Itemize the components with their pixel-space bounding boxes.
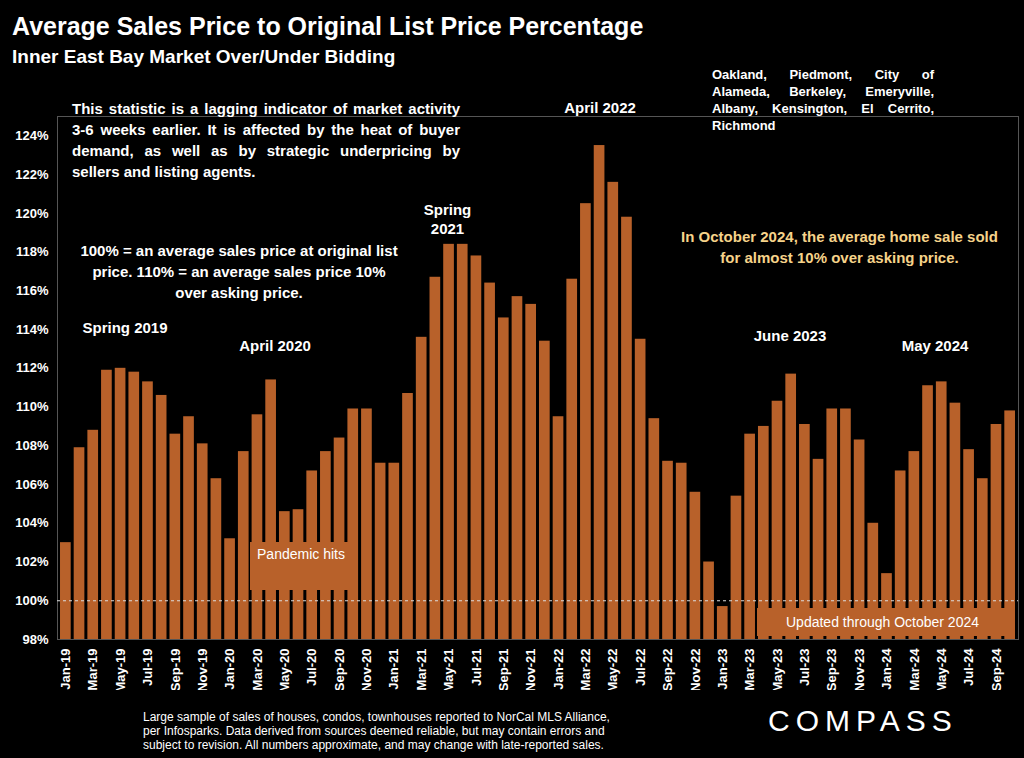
svg-text:Jul-21: Jul-21 bbox=[469, 649, 484, 687]
svg-text:98%: 98% bbox=[22, 632, 48, 647]
html-text:This statistic is a lagging in: This statistic is a lagging indicator of… bbox=[72, 100, 460, 180]
html-text:Inner East Bay Market Over/Und: Inner East Bay Market Over/Under Bidding bbox=[12, 46, 396, 67]
svg-text:100%: 100% bbox=[15, 593, 49, 608]
svg-text:Jul-23: Jul-23 bbox=[797, 649, 812, 687]
svg-text:Nov-20: Nov-20 bbox=[359, 649, 374, 691]
svg-text:May-24: May-24 bbox=[934, 648, 949, 690]
html-text:Spring 2021: Spring 2021 bbox=[423, 201, 472, 237]
html-text:Oakland, Piedmont, City of Ala: Oakland, Piedmont, City of Alameda, Berk… bbox=[712, 67, 934, 133]
svg-text:Jan-19: Jan-19 bbox=[58, 649, 73, 690]
svg-text:106%: 106% bbox=[15, 477, 49, 492]
svg-text:Jul-19: Jul-19 bbox=[140, 649, 155, 687]
svg-text:May-20: May-20 bbox=[277, 649, 292, 691]
svg-text:Jul-24: Jul-24 bbox=[961, 648, 976, 686]
svg-text:Sep-21: Sep-21 bbox=[496, 649, 511, 691]
svg-text:May-19: May-19 bbox=[113, 649, 128, 691]
svg-text:Jan-24: Jan-24 bbox=[879, 648, 894, 690]
svg-text:Mar-23: Mar-23 bbox=[742, 649, 757, 691]
svg-text:Nov-22: Nov-22 bbox=[688, 649, 703, 691]
svg-text:Jul-22: Jul-22 bbox=[633, 649, 648, 687]
svg-text:May-22: May-22 bbox=[605, 649, 620, 691]
svg-text:Nov-23: Nov-23 bbox=[852, 649, 867, 691]
svg-text:May-23: May-23 bbox=[770, 649, 785, 691]
html-text:Updated through October 2024: Updated through October 2024 bbox=[786, 614, 979, 630]
svg-text:116%: 116% bbox=[16, 283, 49, 298]
html-text:Average Sales Price to Origina: Average Sales Price to Original List Pri… bbox=[12, 12, 644, 40]
svg-text:Mar-20: Mar-20 bbox=[250, 649, 265, 691]
svg-text:Sep-20: Sep-20 bbox=[332, 649, 347, 691]
svg-text:Mar-21: Mar-21 bbox=[414, 649, 429, 691]
html-text:COMPASS: COMPASS bbox=[768, 704, 958, 737]
svg-text:124%: 124% bbox=[15, 128, 49, 143]
svg-text:104%: 104% bbox=[15, 515, 49, 530]
svg-text:Jul-20: Jul-20 bbox=[304, 649, 319, 687]
svg-text:Jan-22: Jan-22 bbox=[551, 649, 566, 690]
svg-text:Sep-24: Sep-24 bbox=[989, 648, 1004, 690]
html-text:June 2023: June 2023 bbox=[753, 327, 827, 344]
svg-text:Mar-24: Mar-24 bbox=[907, 648, 922, 690]
html-text:Pandemic hits: Pandemic hits bbox=[257, 546, 345, 562]
html-text:Spring 2019: Spring 2019 bbox=[82, 319, 168, 336]
svg-text:110%: 110% bbox=[16, 399, 49, 414]
svg-text:122%: 122% bbox=[15, 167, 49, 182]
svg-text:Sep-23: Sep-23 bbox=[824, 649, 839, 691]
svg-text:Sep-19: Sep-19 bbox=[167, 649, 182, 691]
svg-text:118%: 118% bbox=[16, 244, 49, 259]
svg-text:May-21: May-21 bbox=[441, 649, 456, 691]
svg-text:Mar-22: Mar-22 bbox=[578, 649, 593, 691]
svg-text:Mar-19: Mar-19 bbox=[85, 649, 100, 691]
html-text:Large sample of sales of house: Large sample of sales of houses, condos,… bbox=[143, 710, 610, 752]
svg-text:120%: 120% bbox=[15, 206, 49, 221]
html-text:100% = an average sales price: 100% = an average sales price at origina… bbox=[80, 242, 398, 301]
html-text:May 2024: May 2024 bbox=[901, 337, 969, 354]
svg-text:102%: 102% bbox=[15, 554, 49, 569]
html-text:April 2022: April 2022 bbox=[564, 99, 636, 116]
svg-text:Jan-23: Jan-23 bbox=[715, 649, 730, 690]
svg-text:Jan-21: Jan-21 bbox=[386, 649, 401, 690]
svg-text:Jan-20: Jan-20 bbox=[222, 649, 237, 690]
svg-text:Nov-21: Nov-21 bbox=[523, 649, 538, 691]
svg-text:108%: 108% bbox=[15, 438, 49, 453]
svg-text:Sep-22: Sep-22 bbox=[660, 649, 675, 691]
svg-text:112%: 112% bbox=[16, 360, 49, 375]
html-text:April 2020: April 2020 bbox=[239, 337, 311, 354]
svg-text:114%: 114% bbox=[16, 322, 49, 337]
html-text:In October 2024, the average h: In October 2024, the average home sale s… bbox=[681, 228, 998, 266]
svg-text:Nov-19: Nov-19 bbox=[195, 649, 210, 691]
